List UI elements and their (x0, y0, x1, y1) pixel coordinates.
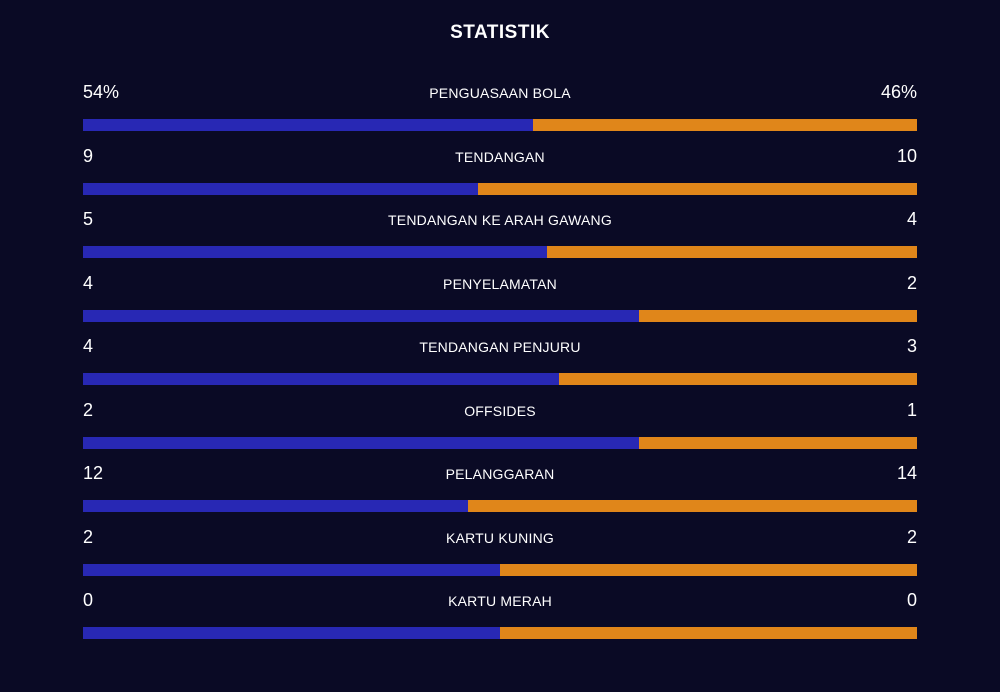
away-bar-segment (533, 119, 917, 131)
stat-label: TENDANGAN PENJURU (419, 339, 581, 355)
home-value: 54% (83, 82, 120, 102)
away-bar-segment (546, 246, 917, 258)
stat-label: PENYELAMATAN (443, 275, 557, 292)
comparison-bar (83, 627, 917, 639)
home-value: 9 (83, 145, 94, 166)
comparison-bar (83, 246, 917, 258)
away-value: 2 (906, 272, 917, 293)
away-value: 1 (906, 399, 917, 420)
stat-row-corners: 4 TENDANGAN PENJURU 3 (83, 334, 917, 398)
home-value: 0 (83, 590, 94, 610)
stat-row-fouls: 12 PELANGGARAN 14 (83, 461, 917, 525)
stat-label: PELANGGARAN (445, 466, 555, 482)
home-value: 2 (83, 399, 94, 420)
home-bar-segment (83, 119, 534, 131)
home-bar-segment (83, 627, 500, 639)
away-bar-segment (639, 309, 917, 322)
home-bar-segment (83, 182, 479, 195)
comparison-bar (83, 373, 917, 385)
stat-label: KARTU MERAH (448, 593, 552, 609)
stat-label: PENGUASAAN BOLA (429, 85, 571, 101)
away-value: 4 (906, 209, 917, 229)
home-bar-segment (83, 309, 640, 322)
away-bar-segment (478, 182, 917, 195)
stat-row-possession: 54% PENGUASAAN BOLA 46% (83, 80, 917, 144)
stat-row-shots: 9 TENDANGAN 10 (83, 144, 917, 208)
comparison-bar (83, 119, 917, 131)
away-value: 0 (906, 590, 917, 610)
home-value: 4 (83, 272, 94, 293)
comparison-bar (83, 309, 917, 322)
home-bar-segment (83, 373, 560, 385)
away-bar-segment (468, 500, 917, 512)
home-bar-segment (83, 500, 469, 512)
stat-label: KARTU KUNING (446, 529, 554, 546)
comparison-bar (83, 563, 917, 576)
away-bar-segment (500, 563, 917, 576)
home-bar-segment (83, 246, 547, 258)
away-value: 46% (880, 82, 917, 102)
stat-label: TENDANGAN KE ARAH GAWANG (388, 212, 612, 228)
away-bar-segment (639, 436, 917, 449)
stats-list: 54% PENGUASAAN BOLA 46% 9 TENDANGAN 10 5… (83, 80, 917, 652)
stat-row-saves: 4 PENYELAMATAN 2 (83, 271, 917, 335)
away-value: 2 (906, 526, 917, 547)
stat-label: OFFSIDES (464, 402, 536, 419)
stat-row-red-cards: 0 KARTU MERAH 0 (83, 588, 917, 652)
home-bar-segment (83, 563, 500, 576)
stat-label: TENDANGAN (455, 148, 545, 165)
home-value: 12 (83, 463, 104, 483)
away-value: 3 (906, 336, 917, 356)
stat-row-shots-on-target: 5 TENDANGAN KE ARAH GAWANG 4 (83, 207, 917, 271)
away-bar-segment (559, 373, 917, 385)
stat-row-yellow-cards: 2 KARTU KUNING 2 (83, 525, 917, 589)
away-value: 10 (896, 145, 917, 166)
home-value: 2 (83, 526, 94, 547)
comparison-bar (83, 500, 917, 512)
away-bar-segment (500, 627, 917, 639)
stats-title: STATISTIK (450, 22, 550, 43)
stat-row-offsides: 2 OFFSIDES 1 (83, 398, 917, 462)
home-value: 5 (83, 209, 94, 229)
home-bar-segment (83, 436, 640, 449)
home-value: 4 (83, 336, 94, 356)
comparison-bar (83, 182, 917, 195)
comparison-bar (83, 436, 917, 449)
away-value: 14 (896, 463, 917, 483)
